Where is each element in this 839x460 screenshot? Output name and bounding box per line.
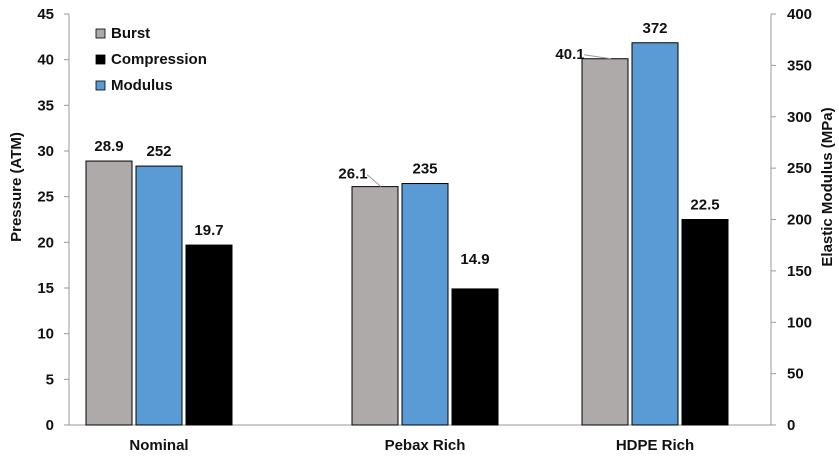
bar-burst [351, 186, 399, 426]
data-label-modulus: 235 [412, 161, 437, 178]
bar-modulus [401, 183, 449, 426]
x-tick-label: HDPE Rich [616, 437, 694, 454]
bars [85, 42, 729, 426]
y-tick-label-right: 350 [787, 57, 812, 74]
y-tick-label-left: 5 [46, 371, 54, 388]
bar-modulus [631, 42, 679, 426]
leader-line [583, 54, 612, 60]
y-tick-label-left: 30 [37, 143, 54, 160]
data-label-modulus: 372 [642, 20, 667, 37]
y-tick-label-left: 0 [46, 417, 54, 434]
bar-modulus [135, 165, 183, 426]
legend-swatch-modulus [95, 80, 106, 91]
tick-labels: 0 5 10 15 20 25 30 35 40 45 0 50 100 150 200 250 300 350 4… [37, 6, 812, 454]
y-tick-label-right: 250 [787, 160, 812, 177]
leader-line [366, 174, 382, 187]
bar-burst [85, 160, 133, 426]
y-tick-label-left: 25 [37, 189, 54, 206]
data-label-compression: 14.9 [460, 251, 489, 268]
data-label-modulus: 252 [146, 143, 171, 160]
y-tick-label-right: 300 [787, 109, 812, 126]
y-tick-label-right: 200 [787, 212, 812, 229]
legend: Burst Compression Modulus [95, 25, 207, 94]
legend-label-burst: Burst [111, 25, 150, 42]
bar-compression [681, 219, 729, 426]
legend-label-compression: Compression [111, 51, 207, 68]
y-tick-label-left: 10 [37, 326, 54, 343]
y-tick-label-right: 400 [787, 6, 812, 23]
data-label-burst: 28.9 [94, 138, 123, 155]
y-tick-label-left: 15 [37, 280, 54, 297]
x-tick-label: Nominal [129, 437, 188, 454]
y-tick-label-right: 100 [787, 314, 812, 331]
data-label-compression: 22.5 [690, 197, 719, 214]
bar-burst [581, 58, 629, 426]
legend-label-modulus: Modulus [111, 77, 173, 94]
bar-compression [185, 244, 233, 426]
data-labels: 28.9 252 19.7 26.1 235 14.9 40.1 372 22.5 [94, 20, 719, 268]
legend-swatch-burst [95, 28, 106, 39]
y-tick-label-left: 20 [37, 234, 54, 251]
legend-swatch-compression [95, 54, 106, 65]
y-tick-label-left: 35 [37, 97, 54, 114]
data-label-compression: 19.7 [194, 222, 223, 239]
y-tick-label-right: 0 [787, 417, 795, 434]
y-axis-title-right: Elastic Modulus (MPa) [819, 107, 836, 266]
x-tick-label: Pebax Rich [385, 437, 466, 454]
data-label-burst: 26.1 [338, 166, 367, 183]
bar-compression [451, 288, 499, 426]
y-tick-label-left: 45 [37, 6, 54, 23]
y-axis-title-left: Pressure (ATM) [8, 132, 25, 242]
data-label-burst: 40.1 [555, 46, 584, 63]
y-tick-label-right: 50 [787, 366, 804, 383]
y-tick-label-right: 150 [787, 263, 812, 280]
y-tick-label-left: 40 [37, 52, 54, 69]
